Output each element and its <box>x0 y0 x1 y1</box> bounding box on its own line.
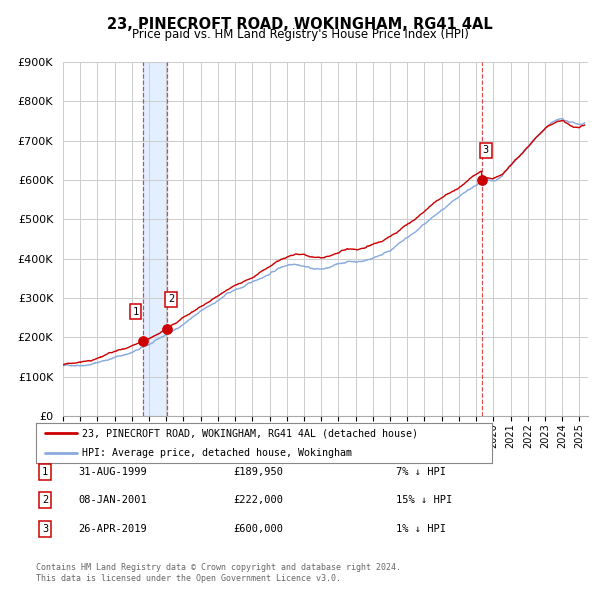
Text: 23, PINECROFT ROAD, WOKINGHAM, RG41 4AL: 23, PINECROFT ROAD, WOKINGHAM, RG41 4AL <box>107 17 493 31</box>
Text: 2: 2 <box>168 294 174 304</box>
Text: 31-AUG-1999: 31-AUG-1999 <box>78 467 147 477</box>
Text: 3: 3 <box>483 146 489 155</box>
Point <box>477 175 487 185</box>
Point <box>162 324 172 333</box>
Text: 1: 1 <box>133 307 139 317</box>
Text: 1% ↓ HPI: 1% ↓ HPI <box>396 524 446 533</box>
Text: £222,000: £222,000 <box>233 496 283 505</box>
Text: £600,000: £600,000 <box>233 524 283 533</box>
Text: 1: 1 <box>42 467 48 477</box>
Text: HPI: Average price, detached house, Wokingham: HPI: Average price, detached house, Woki… <box>82 448 352 458</box>
Text: 08-JAN-2001: 08-JAN-2001 <box>78 496 147 505</box>
Text: 2: 2 <box>42 496 48 505</box>
Bar <box>143 62 167 416</box>
Text: 3: 3 <box>42 524 48 533</box>
Point <box>139 336 148 346</box>
Text: £189,950: £189,950 <box>233 467 283 477</box>
Text: 7% ↓ HPI: 7% ↓ HPI <box>396 467 446 477</box>
Text: 23, PINECROFT ROAD, WOKINGHAM, RG41 4AL (detached house): 23, PINECROFT ROAD, WOKINGHAM, RG41 4AL … <box>82 428 418 438</box>
Text: 15% ↓ HPI: 15% ↓ HPI <box>396 496 452 505</box>
Text: This data is licensed under the Open Government Licence v3.0.: This data is licensed under the Open Gov… <box>36 574 341 583</box>
Text: Price paid vs. HM Land Registry's House Price Index (HPI): Price paid vs. HM Land Registry's House … <box>131 28 469 41</box>
Text: Contains HM Land Registry data © Crown copyright and database right 2024.: Contains HM Land Registry data © Crown c… <box>36 563 401 572</box>
Text: 26-APR-2019: 26-APR-2019 <box>78 524 147 533</box>
